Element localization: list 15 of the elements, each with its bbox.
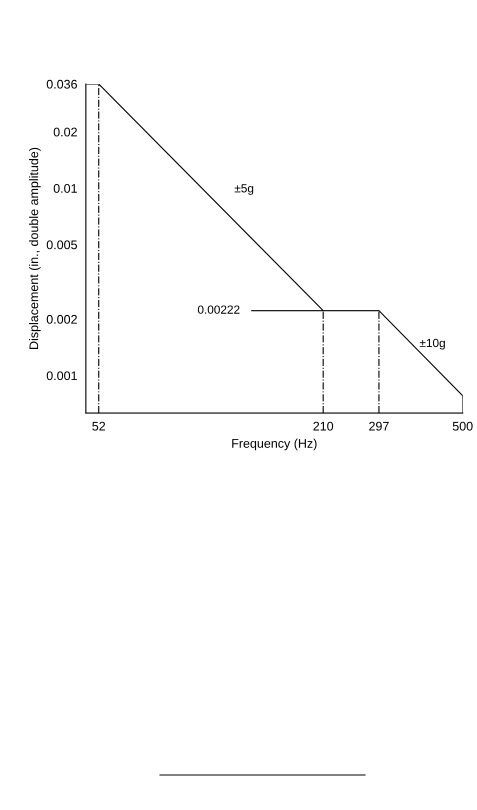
x-tick-label: 297 [369, 422, 389, 431]
x-axis-title: Frequency (Hz) [232, 438, 317, 450]
y-tick-label: 0.02 [54, 128, 77, 136]
y-axis-title: Displacement (in., double amplitude) [29, 148, 41, 349]
x-tick-label: 210 [313, 422, 334, 431]
y-tick-label: 0.036 [46, 80, 77, 89]
x-tick-label: 500 [452, 422, 473, 431]
y-tick-label: 0.005 [46, 240, 78, 250]
annotation: ±5g [234, 184, 254, 195]
y-tick-label: 0.002 [46, 314, 77, 324]
y-tick-label: 0.01 [54, 184, 77, 193]
y-tick-label: 0.001 [46, 371, 77, 380]
annotation: ±10g [420, 338, 445, 350]
x-tick-label: 52 [92, 422, 106, 431]
ref-line-label: 0.00222 [198, 305, 240, 314]
